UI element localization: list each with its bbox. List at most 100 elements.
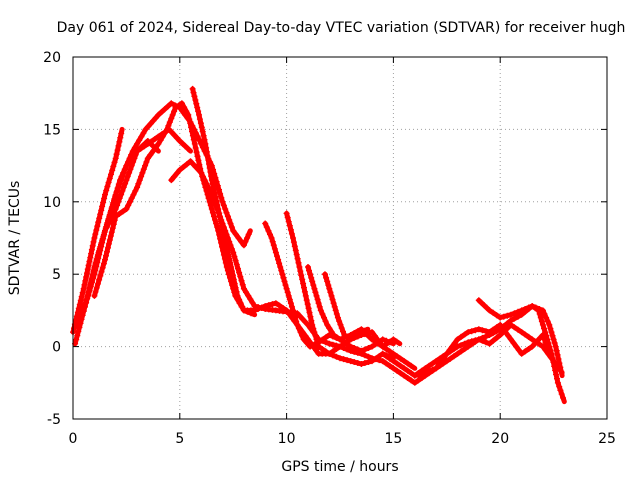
data-point-marker [115, 184, 122, 191]
data-point-marker [314, 296, 321, 303]
data-point-marker [245, 292, 252, 299]
data-point-marker [95, 255, 102, 262]
data-point-marker [195, 108, 202, 115]
data-point-marker [458, 348, 464, 355]
data-point-marker [333, 346, 340, 352]
data-point-marker [87, 283, 94, 290]
y-tick-label: 10 [43, 195, 61, 211]
data-point-marker [210, 185, 217, 192]
data-point-marker [124, 173, 131, 180]
data-point-marker [305, 264, 311, 270]
data-point-marker [278, 267, 285, 274]
data-point-marker [114, 187, 121, 194]
data-point-marker [369, 343, 375, 350]
data-point-marker [340, 356, 347, 363]
data-point-marker [166, 119, 173, 126]
data-point-marker [101, 231, 108, 238]
data-point-marker [497, 321, 504, 328]
data-point-marker [209, 209, 216, 216]
data-point-marker [303, 340, 310, 346]
data-point-marker [490, 309, 497, 316]
data-point-marker [472, 327, 479, 334]
data-point-marker [131, 144, 138, 151]
data-point-marker [285, 218, 292, 225]
data-point-marker [97, 272, 104, 279]
data-point-marker [217, 235, 224, 242]
data-point-marker [276, 302, 283, 309]
data-point-marker [219, 226, 226, 233]
data-point-marker [286, 296, 293, 303]
data-point-marker [333, 334, 340, 341]
data-point-marker [351, 345, 358, 351]
data-point-marker [319, 336, 326, 343]
data-point-marker [71, 325, 77, 332]
data-point-marker [371, 332, 378, 339]
data-point-marker [390, 365, 397, 372]
data-point-marker [542, 339, 549, 346]
data-point-marker [295, 259, 302, 266]
data-point-marker [79, 289, 86, 296]
data-point-marker [308, 317, 315, 324]
data-point-marker [81, 303, 88, 310]
data-point-marker [168, 100, 175, 107]
data-point-marker [195, 166, 202, 173]
data-point-marker [504, 312, 511, 319]
data-point-marker [174, 170, 180, 177]
data-point-marker [189, 85, 196, 92]
data-point-marker [518, 307, 525, 314]
data-point-marker [218, 218, 224, 225]
data-point-marker [226, 255, 233, 262]
data-point-marker [203, 144, 210, 151]
data-point-marker [84, 295, 91, 302]
data-point-marker [277, 264, 284, 270]
data-point-marker [433, 365, 440, 372]
data-point-marker [218, 222, 225, 229]
data-point-marker [386, 355, 393, 362]
data-point-marker [361, 346, 368, 353]
data-point-marker [547, 325, 554, 332]
data-point-marker [196, 116, 203, 123]
data-point-marker [347, 358, 354, 365]
data-point-marker [226, 216, 233, 223]
grid [73, 57, 607, 419]
data-point-marker [327, 289, 334, 296]
data-point-marker [435, 361, 442, 368]
data-point-marker [280, 274, 287, 281]
data-point-marker [89, 242, 96, 249]
data-point-marker [543, 343, 550, 350]
data-point-marker [458, 342, 464, 349]
data-point-marker [316, 303, 323, 310]
data-point-marker [468, 338, 475, 345]
data-point-marker [304, 301, 311, 308]
data-point-marker [354, 333, 361, 340]
data-point-marker [438, 358, 445, 365]
data-point-marker [319, 311, 326, 317]
data-point-marker [102, 227, 108, 234]
data-point-marker [98, 207, 105, 214]
data-point-marker [97, 247, 104, 254]
data-point-marker [550, 336, 557, 343]
data-point-marker [189, 128, 195, 135]
data-point-marker [172, 104, 179, 111]
data-point-marker [411, 372, 418, 379]
data-point-marker [132, 187, 139, 194]
data-point-marker [411, 379, 418, 386]
data-point-marker [102, 191, 108, 198]
data-point-marker [529, 336, 536, 343]
data-point-marker [122, 166, 129, 173]
data-point-marker [286, 222, 293, 229]
data-point-marker [500, 313, 507, 320]
data-point-marker [85, 291, 92, 298]
data-point-marker [104, 248, 110, 255]
data-point-marker [483, 328, 489, 335]
data-point-marker [458, 333, 464, 340]
data-point-marker [237, 300, 244, 307]
data-point-marker [358, 361, 365, 367]
data-point-marker [96, 276, 103, 283]
data-point-marker [451, 340, 458, 346]
data-point-marker [401, 372, 408, 379]
data-point-marker [244, 235, 251, 241]
data-point-marker [141, 143, 148, 150]
data-point-marker [222, 206, 229, 212]
data-point-marker [511, 310, 518, 317]
